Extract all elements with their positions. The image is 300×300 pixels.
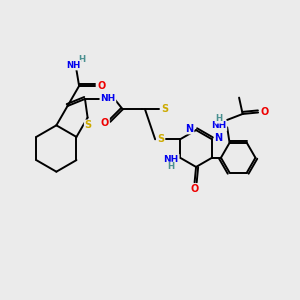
Text: O: O (98, 81, 106, 91)
Text: S: S (161, 104, 168, 114)
Text: H: H (168, 162, 175, 171)
Text: NH: NH (67, 61, 81, 70)
Text: H: H (215, 114, 222, 123)
Text: N: N (185, 124, 194, 134)
Text: S: S (157, 134, 164, 144)
Text: N: N (214, 133, 223, 143)
Text: S: S (85, 120, 92, 130)
Text: NH: NH (164, 155, 179, 164)
Text: O: O (260, 107, 269, 118)
Text: NH: NH (100, 94, 116, 103)
Text: NH: NH (211, 122, 226, 130)
Text: O: O (190, 184, 199, 194)
Text: O: O (101, 118, 109, 128)
Text: H: H (78, 55, 85, 64)
